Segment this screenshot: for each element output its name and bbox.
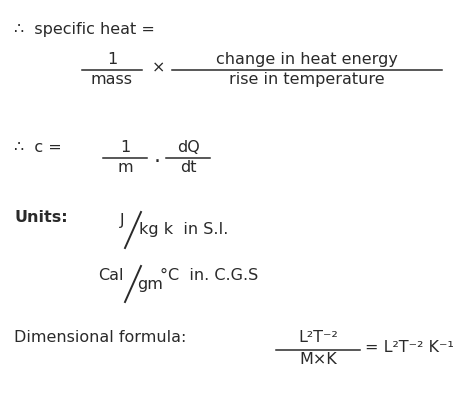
Text: kg k  in S.I.: kg k in S.I. — [139, 222, 228, 237]
Text: m: m — [117, 160, 133, 175]
Text: 1: 1 — [107, 52, 117, 67]
Text: Units:: Units: — [14, 210, 67, 225]
Text: ×: × — [152, 60, 164, 75]
Text: dt: dt — [180, 160, 196, 175]
Text: J: J — [120, 213, 125, 228]
Text: change in heat energy: change in heat energy — [216, 52, 398, 67]
Text: gm: gm — [137, 277, 163, 292]
Text: 1: 1 — [120, 140, 130, 155]
Text: .: . — [153, 146, 160, 166]
Text: = L²T⁻² K⁻¹: = L²T⁻² K⁻¹ — [365, 341, 454, 355]
Text: Dimensional formula:: Dimensional formula: — [14, 330, 186, 345]
Text: mass: mass — [91, 72, 133, 87]
Text: ∴  specific heat =: ∴ specific heat = — [14, 22, 155, 37]
Text: L²T⁻²: L²T⁻² — [298, 330, 338, 345]
Text: ∴  c =: ∴ c = — [14, 140, 62, 155]
Text: dQ: dQ — [176, 140, 200, 155]
Text: °C  in. C.G.S: °C in. C.G.S — [160, 268, 258, 283]
Text: rise in temperature: rise in temperature — [229, 72, 385, 87]
Text: Cal: Cal — [98, 268, 123, 283]
Text: M×K: M×K — [299, 352, 337, 367]
